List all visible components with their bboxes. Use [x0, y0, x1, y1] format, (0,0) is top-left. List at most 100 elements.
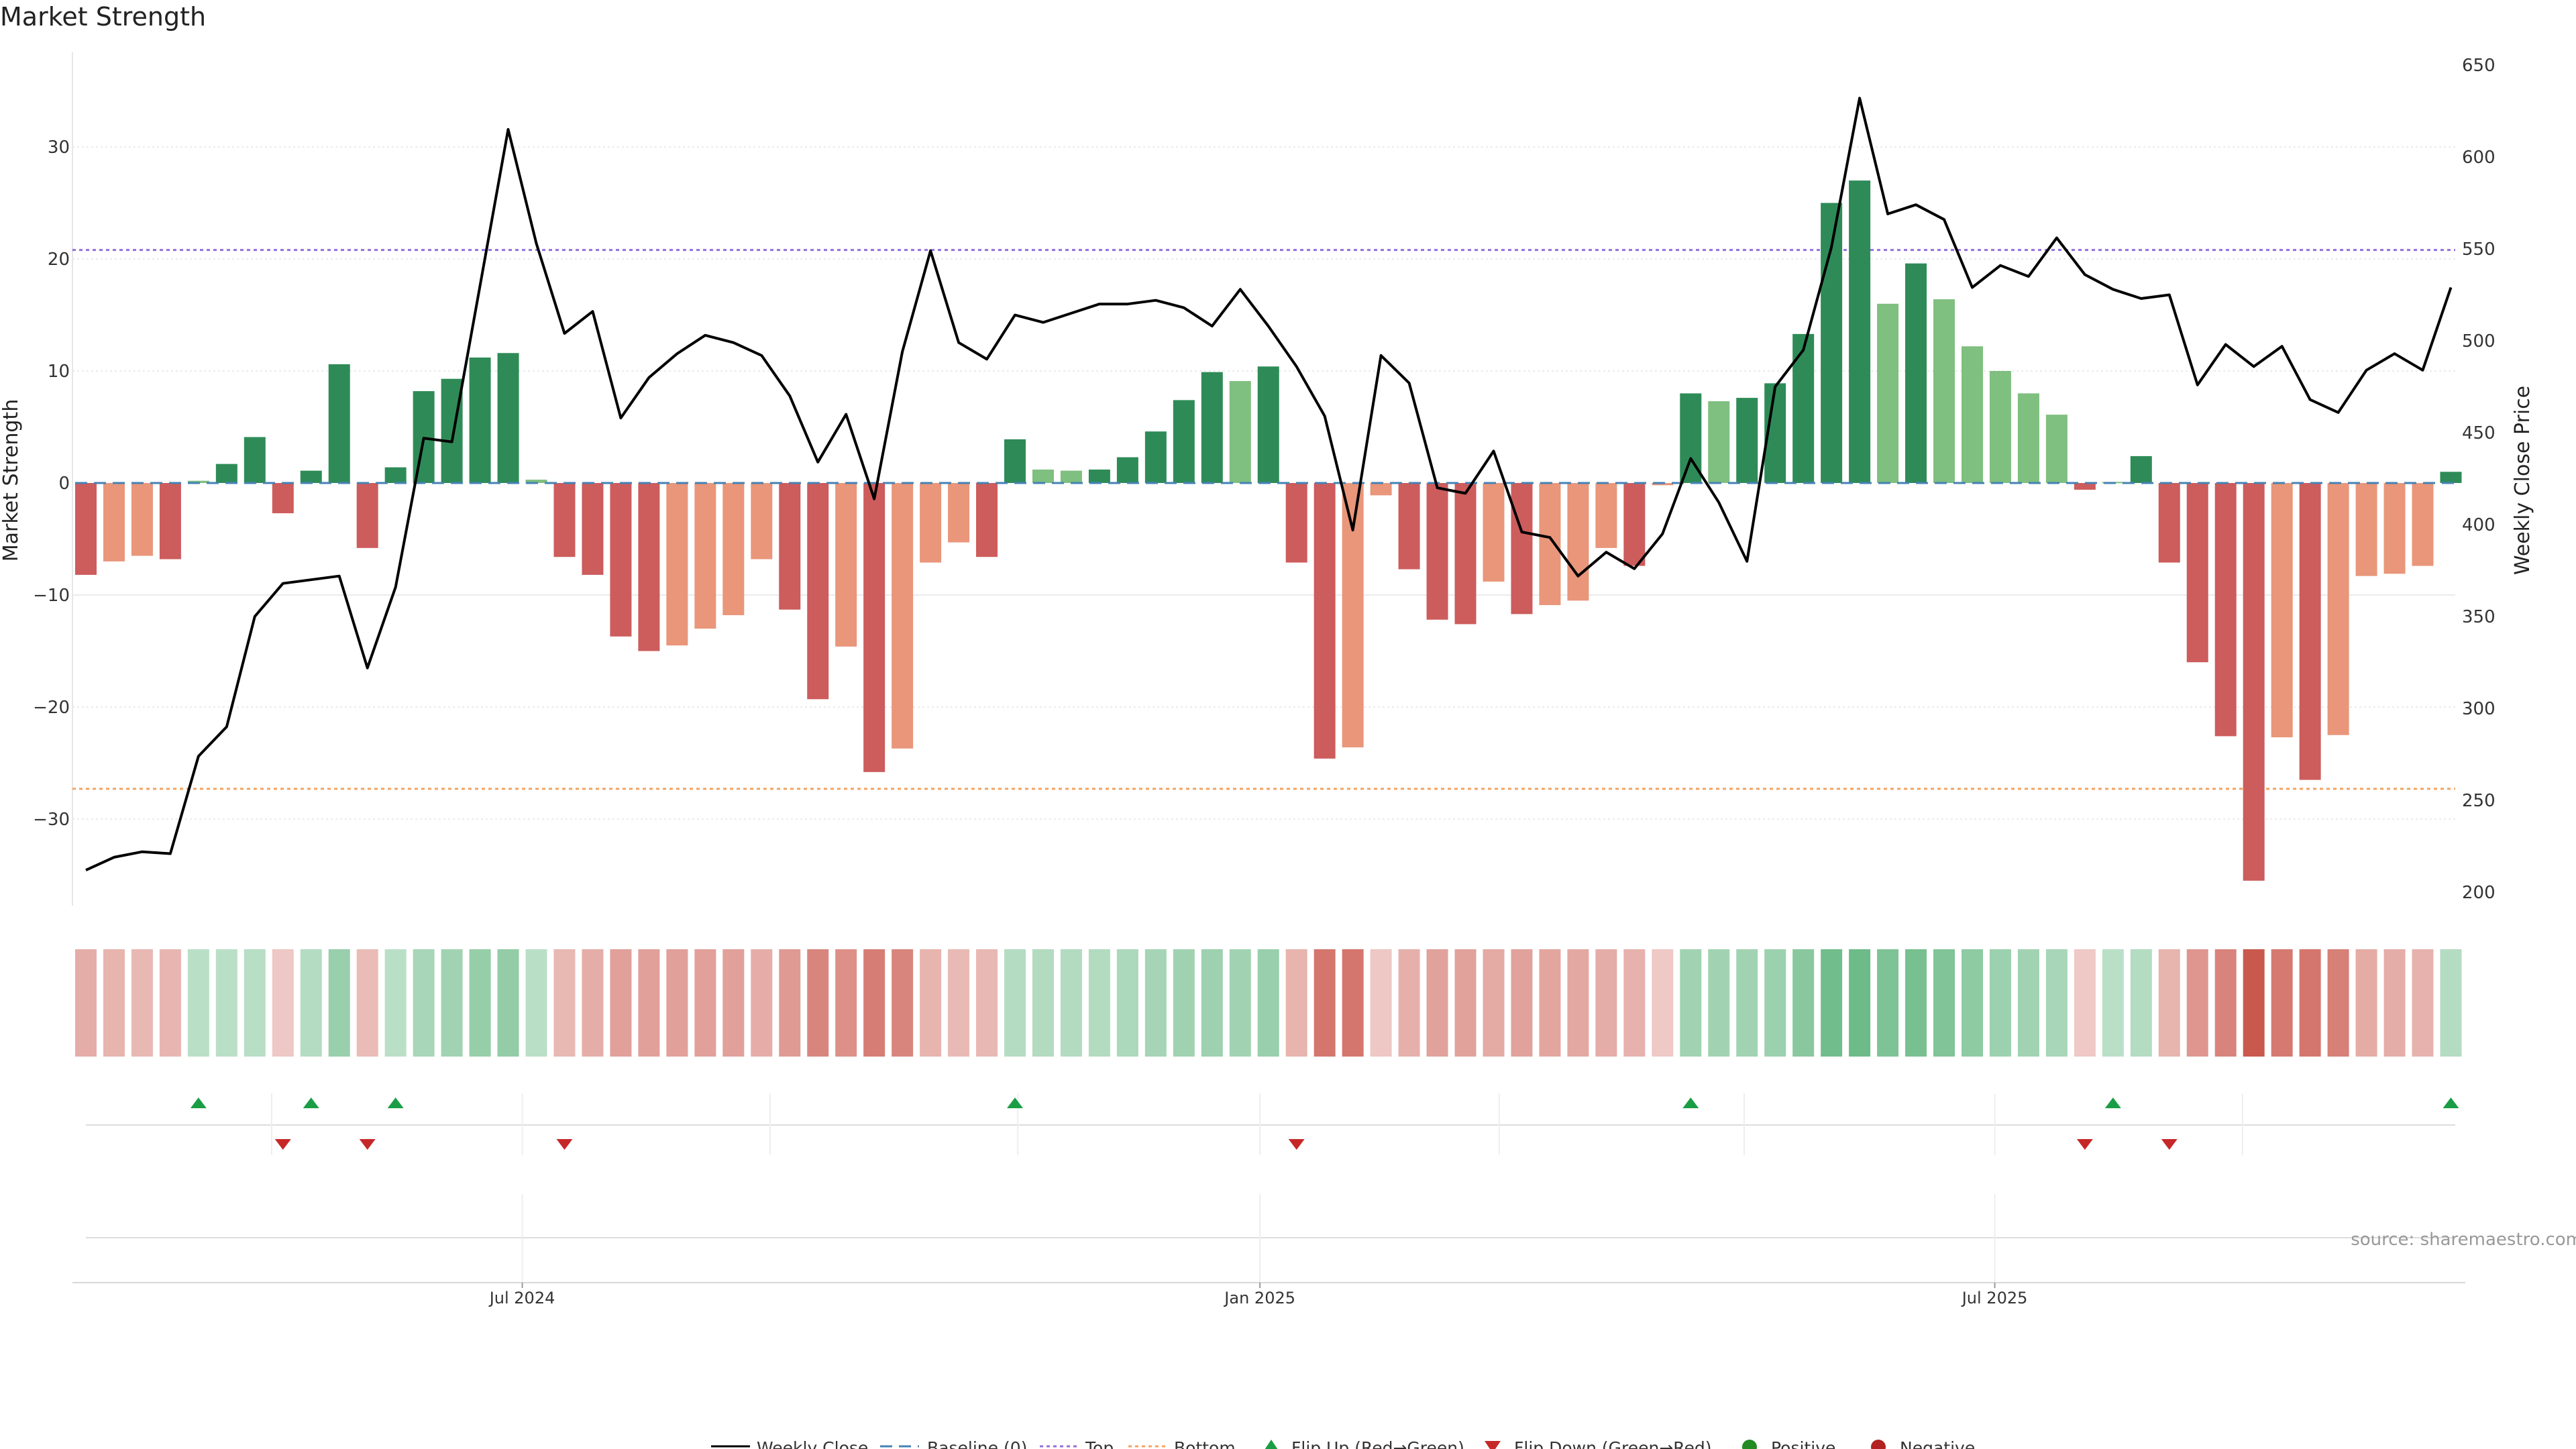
main-panel: 30 20 10 0 −10 −20 −30 650 600 550 500 450 400 350 30… — [0, 52, 2534, 906]
heat-cell-41 — [1229, 949, 1251, 1057]
heat-cell-38 — [1144, 949, 1167, 1057]
heat-cell-42 — [1257, 949, 1279, 1057]
heat-cell-39 — [1173, 949, 1195, 1057]
heat-cell-52 — [1539, 949, 1561, 1057]
heat-cell-16 — [525, 949, 547, 1057]
heat-cell-57 — [1680, 949, 1702, 1057]
weekly-close-line — [85, 97, 2453, 871]
right-tick-label-9: 200 — [2462, 883, 2496, 903]
strength-bar-19 — [610, 483, 632, 637]
heat-cell-29 — [892, 949, 914, 1057]
left-tick-label-5: −20 — [33, 698, 70, 718]
strength-bar-68 — [1989, 371, 2011, 483]
heat-cell-23 — [722, 949, 745, 1057]
heat-cell-81 — [2355, 949, 2377, 1057]
heat-cell-25 — [779, 949, 801, 1057]
heat-cell-66 — [1933, 949, 1955, 1057]
legend: Weekly Close Baseline (0) Top Bottom Fli… — [711, 1438, 1975, 1449]
heat-cell-19 — [610, 949, 632, 1057]
strength-bar-11 — [384, 467, 407, 483]
strength-bar-10 — [356, 483, 378, 548]
heat-cell-56 — [1652, 949, 1674, 1057]
strength-bar-42 — [1257, 366, 1279, 483]
legend-baseline-label: Baseline (0) — [927, 1438, 1027, 1449]
gridlines — [72, 146, 2455, 820]
strength-bar-69 — [2017, 393, 2039, 483]
heat-cell-44 — [1313, 949, 1336, 1057]
heat-cell-13 — [441, 949, 463, 1057]
right-axis-ticks: 650 600 550 500 450 400 350 300 250 200 — [2462, 56, 2496, 903]
strength-bar-63 — [1849, 180, 1871, 483]
strength-bar-35 — [1060, 470, 1082, 483]
flip-down-marker-2 — [556, 1139, 573, 1150]
heat-cell-43 — [1285, 949, 1307, 1057]
heat-cell-54 — [1595, 949, 1617, 1057]
strength-bar-76 — [2214, 483, 2237, 737]
x-tick-label-2: Jul 2025 — [1961, 1289, 2028, 1307]
heat-cell-72 — [2102, 949, 2124, 1057]
flip-up-marker-2 — [387, 1097, 404, 1108]
flip-markers-panel — [86, 1093, 2459, 1155]
strength-bar-77 — [2243, 483, 2265, 881]
strength-bar-56 — [1652, 483, 1674, 486]
heat-cell-20 — [638, 949, 660, 1057]
strength-bar-73 — [2130, 455, 2152, 483]
strength-bar-32 — [976, 483, 998, 557]
heat-cell-79 — [2299, 949, 2321, 1057]
right-tick-label-0: 650 — [2462, 56, 2496, 76]
heat-cell-59 — [1736, 949, 1758, 1057]
right-tick-label-8: 250 — [2462, 791, 2496, 811]
strength-bar-2 — [131, 483, 153, 556]
right-tick-label-1: 600 — [2462, 148, 2496, 168]
strength-bar-61 — [1792, 333, 1815, 483]
strength-bar-53 — [1567, 483, 1589, 601]
strength-bar-31 — [948, 483, 970, 543]
strength-bar-30 — [920, 483, 942, 563]
heat-cell-62 — [1821, 949, 1843, 1057]
strength-bar-16 — [525, 479, 547, 483]
strength-bar-34 — [1032, 469, 1054, 483]
heat-cell-60 — [1764, 949, 1786, 1057]
right-tick-label-4: 450 — [2462, 423, 2496, 443]
bottom-panel: Jul 2024 Jan 2025 Jul 2025 source: sharema… — [72, 1194, 2576, 1307]
strength-bar-78 — [2271, 483, 2293, 738]
heat-cell-0 — [75, 949, 97, 1057]
strength-bar-64 — [1877, 303, 1899, 483]
strength-bar-79 — [2299, 483, 2321, 780]
legend-flip-down-swatch — [1485, 1441, 1501, 1449]
strength-bar-47 — [1398, 483, 1420, 570]
strength-bar-49 — [1454, 483, 1477, 625]
strength-bar-84 — [2440, 472, 2462, 483]
strength-bar-51 — [1511, 483, 1533, 614]
heat-cell-45 — [1342, 949, 1364, 1057]
heat-cell-68 — [1989, 949, 2011, 1057]
strength-bar-9 — [328, 364, 350, 483]
strength-bar-28 — [863, 483, 885, 772]
heat-cell-27 — [835, 949, 857, 1057]
strength-bar-38 — [1144, 431, 1167, 483]
heat-cell-18 — [582, 949, 604, 1057]
strength-bar-27 — [835, 483, 857, 647]
flip-markers — [190, 1097, 2459, 1150]
right-tick-label-6: 350 — [2462, 607, 2496, 627]
heat-cell-8 — [300, 949, 322, 1057]
heat-cell-50 — [1483, 949, 1505, 1057]
heat-cell-21 — [666, 949, 688, 1057]
strength-bar-8 — [300, 470, 322, 483]
heat-cell-22 — [694, 949, 716, 1057]
heat-cell-37 — [1116, 949, 1138, 1057]
heat-cell-5 — [215, 949, 237, 1057]
strength-bar-58 — [1708, 401, 1730, 483]
legend-flip-down-label: Flip Down (Green→Red) — [1514, 1438, 1712, 1449]
strength-bar-43 — [1285, 483, 1307, 563]
heat-cell-31 — [948, 949, 970, 1057]
heat-cell-83 — [2412, 949, 2434, 1057]
strength-bar-6 — [244, 437, 266, 483]
strength-bar-55 — [1623, 483, 1646, 566]
legend-flip-up-swatch — [1265, 1440, 1278, 1449]
heat-cell-49 — [1454, 949, 1477, 1057]
legend-positive-swatch — [1742, 1440, 1757, 1449]
flip-up-marker-5 — [2104, 1097, 2121, 1108]
legend-top-label: Top — [1085, 1438, 1114, 1449]
strength-heat-strip — [75, 949, 2462, 1057]
